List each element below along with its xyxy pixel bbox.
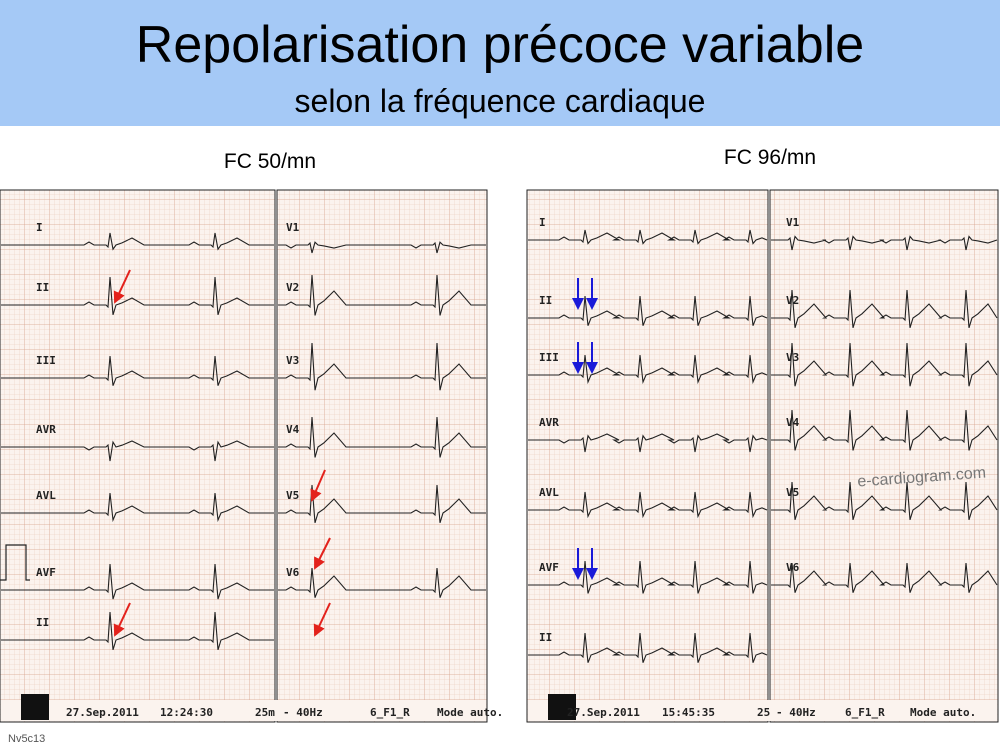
lead-label: AVF — [539, 561, 559, 574]
footer-text: - 40Hz — [776, 706, 816, 719]
lead-label: II — [36, 616, 49, 629]
footer-text: 12:24:30 — [160, 706, 213, 719]
ecg-trace — [278, 484, 486, 523]
lead-label: AVR — [36, 423, 56, 436]
ecg-area: IIIIIIAVRAVLAVFIIV1V2V3V4V5V627.Sep.2011… — [0, 189, 999, 723]
lead-label: II — [36, 281, 49, 294]
ecg-trace — [771, 342, 998, 387]
ecg-trace — [528, 433, 768, 453]
slide-code: Nv5c13 — [8, 733, 45, 745]
ecg-trace — [771, 235, 998, 251]
ecg-trace — [771, 289, 998, 328]
ecg-trace — [278, 342, 486, 391]
panel-label: FC 96/mn — [724, 146, 816, 169]
footer-text: 6_F1_R — [845, 706, 885, 719]
ecg-trace — [528, 491, 768, 519]
calibration-block — [548, 694, 576, 720]
calibration-pulse — [0, 544, 30, 581]
lead-label: II — [539, 631, 552, 644]
ecg-trace — [1, 232, 274, 251]
ecg-trace — [278, 567, 486, 598]
ecg-trace — [1, 355, 274, 386]
lead-label: I — [36, 221, 43, 234]
ecg-trace — [278, 241, 486, 254]
footer-text: Mode auto. — [910, 706, 976, 719]
lead-label: V1 — [786, 216, 800, 229]
lead-label: I — [539, 216, 546, 229]
ecg-trace — [528, 295, 768, 326]
red-arrow — [310, 469, 326, 502]
ecg-trace — [528, 560, 768, 594]
ecg-trace — [1, 563, 274, 600]
title: Repolarisation précoce variable — [136, 16, 864, 74]
ecg-trace — [1, 611, 274, 650]
lead-label: AVR — [539, 416, 559, 429]
ecg-grid — [0, 189, 276, 723]
ecg-trace — [528, 632, 768, 663]
ecg-trace — [278, 274, 486, 316]
lead-label: III — [539, 351, 559, 364]
panel-label: FC 50/mn — [224, 150, 316, 173]
red-arrow — [313, 602, 331, 637]
footer-strip — [528, 700, 997, 721]
ecg-trace — [1, 276, 274, 315]
ecg-trace — [771, 409, 998, 451]
red-arrow — [113, 269, 131, 304]
ecg-grid — [769, 189, 999, 723]
calibration-block — [21, 694, 49, 720]
footer-text: 27.Sep.2011 — [567, 706, 640, 719]
lead-label: II — [539, 294, 552, 307]
ecg-trace — [771, 481, 998, 520]
lead-label: V3 — [286, 354, 299, 367]
red-arrow — [314, 537, 331, 570]
ecg-trace — [771, 562, 998, 593]
footer-text: 6_F1_R — [370, 706, 410, 719]
lead-label: V6 — [286, 566, 300, 579]
footer-text: 27.Sep.2011 — [66, 706, 139, 719]
ecg-trace — [1, 492, 274, 523]
footer-text: Mode auto. — [437, 706, 503, 719]
lead-label: AVF — [36, 566, 56, 579]
ecg-trace — [528, 229, 768, 245]
lead-label: AVL — [36, 489, 56, 502]
lead-label: AVL — [539, 486, 559, 499]
footer-strip — [1, 700, 486, 721]
header-band — [0, 0, 1000, 126]
lead-label: V5 — [286, 489, 299, 502]
footer-text: 25 — [757, 706, 770, 719]
lead-label: V2 — [286, 281, 299, 294]
red-arrow — [113, 602, 131, 637]
footer-text: 25m — [255, 706, 275, 719]
ecg-trace — [278, 416, 486, 458]
subtitle: selon la fréquence cardiaque — [295, 83, 706, 119]
footer-text: - 40Hz — [283, 706, 323, 719]
lead-label: III — [36, 354, 56, 367]
ecg-trace — [1, 440, 274, 462]
footer-text: 15:45:35 — [662, 706, 715, 719]
lead-label: V1 — [286, 221, 300, 234]
ecg-trace — [528, 354, 768, 385]
ecg-grid — [526, 189, 769, 723]
ecg-grid — [276, 189, 488, 723]
lead-label: V4 — [286, 423, 300, 436]
